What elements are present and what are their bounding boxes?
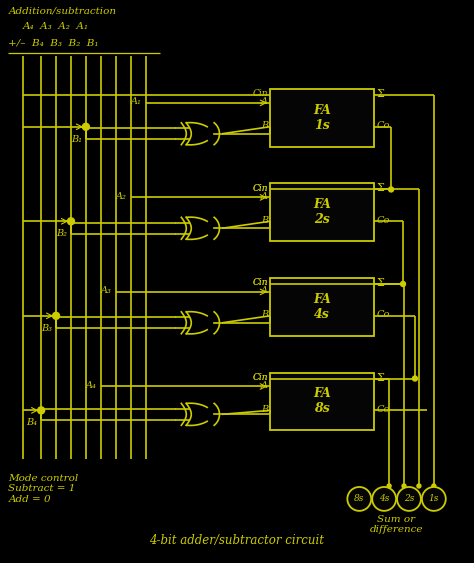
Text: Co: Co [376, 310, 390, 319]
Circle shape [432, 484, 436, 488]
Circle shape [82, 123, 90, 130]
Circle shape [387, 484, 391, 488]
Circle shape [401, 282, 405, 287]
Text: 1s: 1s [428, 494, 439, 503]
Text: Σ: Σ [376, 373, 384, 382]
Text: Co: Co [376, 121, 390, 130]
Text: A: A [261, 97, 268, 106]
Text: Sum or
difference: Sum or difference [370, 515, 423, 534]
Circle shape [37, 407, 45, 414]
Bar [270, 278, 374, 336]
Text: Cin: Cin [252, 373, 268, 382]
Text: A: A [261, 287, 268, 296]
Text: Cin: Cin [252, 373, 268, 382]
Bar [270, 184, 374, 241]
Text: B₂: B₂ [56, 229, 67, 238]
Text: 4s: 4s [379, 494, 389, 503]
Text: A: A [261, 192, 268, 201]
Circle shape [372, 487, 396, 511]
Text: Cin: Cin [252, 90, 268, 99]
Circle shape [422, 487, 446, 511]
Text: 8s: 8s [354, 494, 365, 503]
Text: B: B [261, 405, 268, 414]
Text: B₄: B₄ [26, 418, 37, 427]
Circle shape [417, 484, 421, 488]
Text: Cin: Cin [252, 184, 268, 193]
Text: B₁: B₁ [71, 135, 82, 144]
Circle shape [397, 487, 421, 511]
Text: B: B [261, 121, 268, 130]
Text: +/–  B₄  B₃  B₂  B₁: +/– B₄ B₃ B₂ B₁ [9, 38, 99, 47]
Text: Σ: Σ [376, 89, 384, 99]
Text: Addition/subtraction: Addition/subtraction [9, 6, 116, 15]
Circle shape [389, 187, 393, 192]
Text: Co: Co [376, 405, 390, 414]
Text: A₄: A₄ [86, 381, 97, 390]
Text: Σ: Σ [376, 184, 384, 194]
Text: Cin: Cin [252, 279, 268, 288]
Text: A₄  A₃  A₂  A₁: A₄ A₃ A₂ A₁ [23, 23, 89, 32]
Text: A: A [261, 381, 268, 390]
Text: Σ: Σ [376, 278, 384, 288]
Circle shape [412, 376, 418, 381]
Circle shape [67, 218, 74, 225]
Text: A₁: A₁ [131, 97, 142, 106]
Text: Co: Co [376, 216, 390, 225]
Text: FA
8s: FA 8s [313, 387, 331, 415]
Circle shape [53, 312, 60, 319]
Text: A₂: A₂ [116, 192, 127, 201]
Circle shape [402, 484, 406, 488]
Text: 4-bit adder/subtractor circuit: 4-bit adder/subtractor circuit [149, 534, 325, 547]
Bar [270, 373, 374, 430]
Text: FA
1s: FA 1s [313, 104, 331, 132]
Text: Mode control
Subtract = 1
Add = 0: Mode control Subtract = 1 Add = 0 [9, 474, 79, 504]
Circle shape [347, 487, 371, 511]
Text: FA
4s: FA 4s [313, 293, 331, 321]
Bar [270, 89, 374, 147]
Text: FA
2s: FA 2s [313, 198, 331, 226]
Text: B: B [261, 310, 268, 319]
Text: Cin: Cin [252, 279, 268, 288]
Text: B₃: B₃ [41, 324, 52, 333]
Text: Cin: Cin [252, 184, 268, 193]
Text: A₃: A₃ [101, 287, 112, 296]
Text: B: B [261, 216, 268, 225]
Text: 2s: 2s [404, 494, 414, 503]
